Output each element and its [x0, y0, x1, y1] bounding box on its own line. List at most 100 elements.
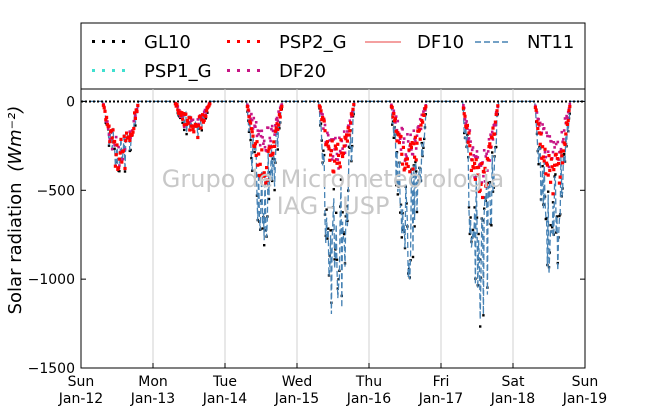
data-point	[472, 154, 476, 157]
data-point	[566, 110, 570, 114]
legend-label: PSP1_G	[144, 61, 212, 82]
data-point	[266, 149, 270, 153]
data-point	[249, 127, 253, 131]
data-point	[568, 105, 572, 109]
x-tick-label-date: Jan-19	[562, 391, 607, 407]
data-point	[192, 130, 196, 134]
data-point	[543, 147, 547, 151]
data-point	[474, 155, 478, 158]
data-point	[260, 148, 264, 152]
data-point	[483, 166, 487, 170]
data-point	[342, 130, 346, 133]
data-point	[462, 104, 465, 107]
data-point	[338, 136, 341, 140]
legend-label: DF10	[417, 32, 464, 53]
data-point	[271, 179, 274, 183]
data-point	[200, 118, 204, 122]
data-point	[567, 108, 571, 113]
data-point	[326, 237, 329, 240]
data-point	[200, 129, 203, 132]
data-point	[349, 121, 353, 125]
data-point	[330, 158, 334, 161]
data-point	[475, 216, 479, 219]
data-point	[475, 150, 479, 153]
data-point	[550, 140, 553, 143]
data-point	[325, 208, 328, 211]
data-point	[468, 129, 472, 132]
data-point	[338, 165, 342, 169]
data-point	[419, 123, 423, 127]
legend-label: NT11	[527, 32, 574, 53]
data-point	[119, 137, 123, 141]
data-point	[258, 129, 261, 133]
legend-marker	[122, 69, 125, 72]
data-point	[336, 158, 340, 161]
legend-item-df10: DF10	[365, 32, 464, 53]
data-point	[207, 104, 211, 108]
data-point	[409, 145, 413, 149]
data-point	[128, 130, 132, 133]
data-point	[269, 178, 272, 181]
data-point	[415, 170, 418, 173]
data-point	[546, 150, 550, 153]
legend-item-gl10: GL10	[92, 32, 191, 53]
data-point	[541, 123, 544, 126]
data-point	[469, 140, 472, 143]
data-point	[344, 137, 348, 141]
data-point	[420, 118, 424, 123]
data-point	[541, 145, 545, 149]
data-point	[136, 103, 140, 107]
data-point	[117, 166, 121, 170]
data-point	[464, 122, 468, 125]
data-point	[260, 129, 264, 133]
data-point	[470, 158, 474, 162]
data-point	[246, 108, 250, 112]
data-point	[105, 115, 109, 119]
data-point	[405, 162, 409, 166]
data-point	[133, 116, 137, 120]
data-point	[420, 141, 423, 145]
data-point	[120, 160, 124, 164]
data-point	[124, 139, 128, 143]
data-point	[123, 166, 127, 171]
data-point	[490, 136, 494, 140]
legend-item-nt11: NT11	[475, 32, 574, 53]
data-point	[535, 120, 539, 124]
data-point	[267, 197, 271, 201]
data-point	[322, 119, 326, 123]
data-point	[542, 159, 546, 163]
data-point	[332, 170, 336, 174]
data-point	[319, 109, 323, 113]
legend-marker	[257, 69, 260, 72]
data-point	[408, 170, 412, 174]
data-point	[547, 190, 550, 193]
data-point	[327, 147, 331, 151]
data-point	[487, 138, 491, 141]
data-point	[341, 151, 345, 155]
data-point	[121, 149, 125, 153]
data-point	[118, 164, 121, 167]
legend-frame	[80, 22, 586, 90]
data-point	[265, 166, 269, 170]
data-point	[400, 152, 404, 156]
data-point	[181, 114, 184, 118]
x-tick-label-day: Wed	[282, 374, 313, 390]
data-point	[117, 157, 121, 161]
data-point	[544, 172, 548, 176]
data-point	[323, 153, 326, 157]
series-psp2-g-points	[101, 102, 572, 200]
data-point	[493, 120, 497, 124]
data-point	[249, 138, 252, 142]
data-point	[554, 152, 558, 156]
data-point	[104, 118, 108, 122]
data-point	[566, 119, 570, 123]
data-point	[254, 121, 258, 124]
data-point	[409, 133, 412, 137]
data-point	[473, 176, 476, 179]
data-point	[255, 134, 259, 138]
data-point	[276, 128, 280, 132]
data-point	[483, 180, 487, 183]
data-point	[466, 133, 469, 136]
data-point	[414, 139, 417, 142]
data-point	[483, 207, 486, 210]
